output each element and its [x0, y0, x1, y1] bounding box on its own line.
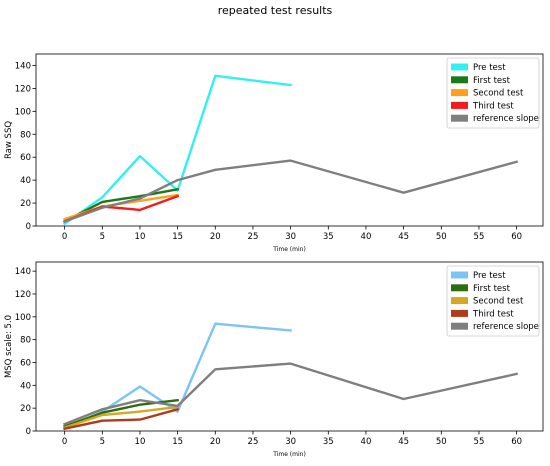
x-tick-label: 55	[474, 232, 485, 242]
y-tick-label: 140	[15, 61, 31, 71]
y-tick-label: 60	[20, 153, 31, 163]
legend-label-first-test: First test	[473, 76, 511, 86]
legend-swatch-reference-slope	[451, 114, 468, 122]
legend-swatch-first-test	[451, 76, 468, 84]
legend-swatch-pre-test	[451, 271, 468, 279]
series-line-reference-slope	[63, 362, 519, 426]
y-tick-label: 100	[15, 107, 31, 117]
y-axis-label: MSQ scale: 5.0	[4, 315, 14, 378]
plot-frame	[35, 261, 544, 432]
y-tick-label: 100	[15, 313, 31, 323]
legend-box	[446, 57, 540, 129]
y-tick-label: 0	[26, 222, 31, 232]
y-tick-label: 60	[20, 358, 31, 368]
y-tick-label: 20	[20, 199, 31, 209]
y-tick-label: 40	[20, 176, 31, 186]
top-plot: 0 5 10 15 20 25 30 35 40 45 50 55 60 0 20 40 60 80 100 120 1…	[4, 53, 544, 253]
x-tick-label: 60	[511, 437, 522, 447]
x-axis-label: Time (min)	[272, 451, 306, 458]
legend-label-pre-test: Pre test	[473, 271, 506, 281]
x-axis-label: Time (min)	[272, 246, 306, 253]
legend-swatch-first-test	[451, 284, 468, 292]
x-tick-label: 35	[323, 437, 334, 447]
x-tick-label: 40	[361, 232, 372, 242]
x-tick-label: 10	[135, 437, 146, 447]
plot-frame	[35, 53, 544, 227]
x-tick-label: 55	[474, 437, 485, 447]
legend-label-third-test: Third test	[472, 101, 514, 111]
x-tick-label: 25	[248, 232, 259, 242]
legend-swatch-third-test	[451, 101, 468, 109]
legend-label-first-test: First test	[473, 284, 511, 294]
x-tick-label: 10	[135, 232, 146, 242]
y-axis-label: Raw SSQ	[4, 121, 14, 159]
x-tick-label: 50	[436, 437, 447, 447]
series-line-reference-slope	[63, 159, 519, 223]
bottom-plot: 0 5 10 15 20 25 30 35 40 45 50 55 60 0 20 40 60 80 100 120 1…	[4, 261, 544, 458]
x-tick-label: 5	[100, 232, 105, 242]
series-line-first-test	[62, 187, 179, 224]
x-tick-label: 40	[361, 437, 372, 447]
legend-label-reference-slope: reference slope	[473, 114, 539, 124]
x-tick-label: 45	[398, 232, 409, 242]
x-tick-label: 0	[62, 437, 67, 447]
x-tick-label: 35	[323, 232, 334, 242]
y-tick-label: 140	[15, 267, 31, 277]
x-tick-label: 60	[511, 232, 522, 242]
legend-swatch-third-test	[451, 309, 468, 317]
series-line-pre-test	[62, 74, 292, 226]
y-tick-label: 0	[26, 427, 31, 437]
x-tick-label: 0	[62, 232, 67, 242]
legend-swatch-second-test	[451, 297, 468, 305]
x-tick-label: 15	[172, 232, 183, 242]
x-tick-label: 45	[398, 437, 409, 447]
x-tick-label: 20	[210, 437, 221, 447]
x-tick-label: 15	[172, 437, 183, 447]
legend-label-second-test: Second test	[473, 89, 524, 99]
y-tick-label: 20	[20, 404, 31, 414]
figure-title: repeated test results	[217, 4, 333, 17]
series-line-second-test	[63, 405, 179, 430]
y-tick-label: 40	[20, 381, 31, 391]
x-tick-label: 25	[248, 437, 259, 447]
x-tick-label: 50	[436, 232, 447, 242]
legend-box	[446, 265, 540, 337]
x-tick-label: 20	[210, 232, 221, 242]
y-tick-label: 80	[20, 130, 31, 140]
legend-label-second-test: Second test	[473, 297, 524, 307]
x-tick-label: 5	[100, 437, 105, 447]
legend-label-pre-test: Pre test	[473, 63, 506, 73]
x-tick-label: 30	[285, 232, 296, 242]
legend-label-third-test: Third test	[472, 309, 514, 319]
series-line-third-test	[63, 407, 180, 431]
y-tick-label: 80	[20, 336, 31, 346]
legend-label-reference-slope: reference slope	[473, 322, 539, 332]
y-tick-label: 120	[15, 84, 31, 94]
legend-swatch-reference-slope	[451, 322, 468, 330]
y-tick-label: 120	[15, 290, 31, 300]
legend-swatch-pre-test	[451, 63, 468, 71]
x-tick-label: 30	[285, 437, 296, 447]
legend-swatch-second-test	[451, 89, 468, 97]
